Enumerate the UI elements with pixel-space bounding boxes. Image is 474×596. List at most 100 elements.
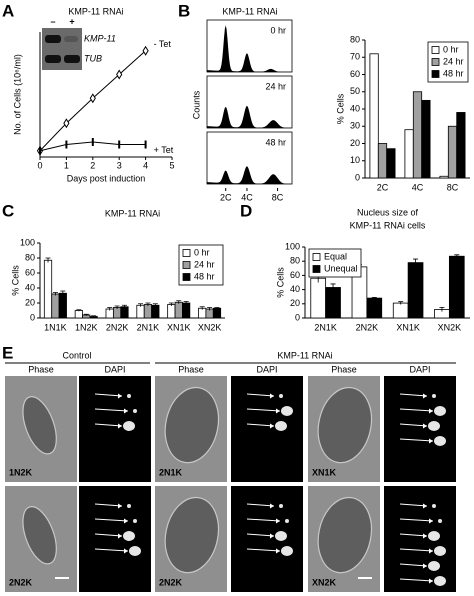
- legend-swatch: [431, 58, 440, 66]
- stained-body: [432, 504, 436, 508]
- arrow: [94, 408, 129, 412]
- y-tick-label: 60: [350, 69, 360, 79]
- y-axis-label: % Cells: [275, 267, 285, 298]
- panel-letter: E: [2, 343, 13, 362]
- bar: [421, 99, 431, 179]
- bar: [448, 255, 465, 319]
- legend-swatch: [312, 253, 321, 261]
- arrow: [246, 423, 275, 427]
- bar: [151, 304, 160, 319]
- scale-bar: [358, 577, 372, 579]
- x-tick-label: 1N2K: [75, 322, 98, 332]
- legend-label: 0 hr: [194, 247, 210, 257]
- arrow-head: [124, 408, 128, 414]
- stained-body: [123, 421, 135, 431]
- stained-body: [428, 531, 440, 541]
- bar: [182, 302, 191, 319]
- error-bar: [91, 315, 97, 318]
- bar: [143, 304, 153, 319]
- legend-label: 24 hr: [194, 259, 215, 269]
- stained-body: [434, 406, 446, 416]
- arrow: [399, 518, 434, 522]
- chart-title: KMP-11 RNAi: [68, 6, 123, 16]
- legend-swatch: [312, 265, 321, 273]
- cell-type-label: XN1K: [312, 467, 337, 477]
- group-title: KMP-11 RNAi: [277, 350, 332, 360]
- x-axis-label: Days post induction: [67, 173, 146, 183]
- annotation-label: K: [391, 388, 397, 398]
- arrow-head: [423, 533, 427, 539]
- bar: [136, 304, 145, 319]
- x-tick-label: 2N1K: [137, 322, 160, 332]
- blot: [42, 28, 82, 70]
- y-axis-label: % Cells: [335, 93, 345, 124]
- cell-body: [22, 396, 57, 455]
- stained-body: [438, 519, 442, 523]
- x-tick-label: 8C: [272, 192, 284, 202]
- y-axis-label: % Cells: [10, 265, 20, 296]
- stained-body: [275, 531, 287, 541]
- arrow-head: [276, 408, 280, 414]
- arrow: [246, 533, 275, 537]
- stained-body: [281, 546, 293, 556]
- bar: [392, 302, 409, 319]
- stained-body: [434, 546, 446, 556]
- annotation-label: N: [391, 403, 398, 413]
- arrow: [399, 563, 428, 567]
- panel-letter: D: [240, 201, 252, 220]
- arrow-head: [423, 423, 427, 429]
- stained-body: [275, 421, 287, 431]
- panel-letter: C: [2, 201, 14, 220]
- annotation-label: N: [86, 418, 93, 428]
- error-bar: [199, 306, 205, 310]
- y-tick-label: 0: [355, 172, 360, 182]
- y-tick-label: 40: [25, 282, 35, 292]
- arrow-head: [118, 533, 122, 539]
- annotation-label: N: [238, 543, 245, 553]
- bar: [369, 53, 379, 179]
- annotation-label: N: [238, 403, 245, 413]
- y-tick-label: 60: [25, 267, 35, 277]
- arrow-head: [270, 423, 274, 429]
- y-tick-label: 20: [350, 138, 360, 148]
- annotation-label: N: [238, 418, 245, 428]
- bar: [112, 307, 122, 319]
- chart-title: Nucleus size of: [357, 207, 419, 217]
- error-bar: [214, 307, 220, 309]
- y-tick-label: 50: [350, 86, 360, 96]
- lane-label: –: [50, 16, 55, 26]
- bar: [439, 175, 449, 179]
- x-tick-label: 3: [117, 160, 122, 170]
- arrow: [94, 393, 123, 397]
- x-tick-label: 1: [64, 160, 69, 170]
- column-header: DAPI: [409, 364, 430, 374]
- error-bar: [121, 304, 127, 309]
- x-tick-label: XN2K: [438, 322, 462, 332]
- x-tick-label: 1N1K: [44, 322, 67, 332]
- bar: [412, 91, 423, 179]
- stained-body: [279, 504, 283, 508]
- annotation-label: K: [86, 388, 92, 398]
- stained-body: [434, 576, 446, 586]
- error-bar: [83, 313, 89, 316]
- stained-body: [434, 436, 446, 446]
- arrow-head: [124, 548, 128, 554]
- lane-label: +: [69, 16, 74, 26]
- cell-body: [317, 386, 373, 464]
- bar: [51, 293, 60, 319]
- arrow-head: [118, 393, 122, 399]
- error-bar: [145, 302, 151, 306]
- bar: [447, 125, 458, 179]
- arrow: [399, 548, 434, 552]
- cell-body: [164, 496, 220, 574]
- legend-swatch: [182, 249, 191, 257]
- arrow-head: [276, 518, 280, 524]
- error-bar: [371, 297, 377, 299]
- series-label: + Tet: [154, 145, 174, 155]
- marker: [142, 45, 149, 56]
- band-label: KMP-11: [84, 33, 116, 43]
- bar: [74, 310, 83, 319]
- y-tick-label: 60: [290, 270, 300, 280]
- x-tick-label: XN1K: [167, 322, 191, 332]
- panel-letter: A: [2, 1, 14, 20]
